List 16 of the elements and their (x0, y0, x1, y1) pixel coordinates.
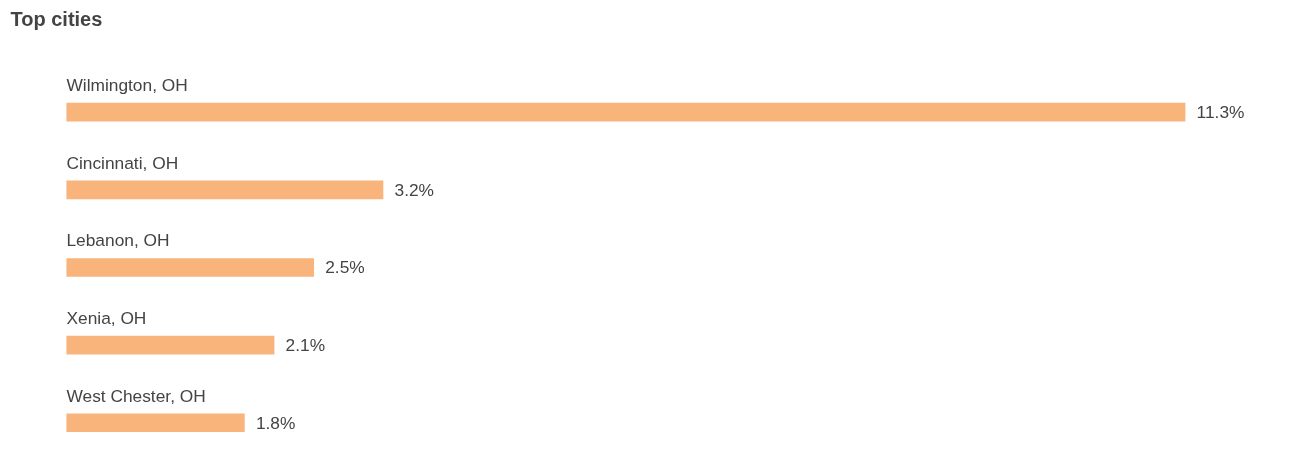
chart-title: Top cities (10, 7, 103, 30)
y-tick-label: West Chester, OH (66, 385, 206, 406)
data-label: 2.1% (285, 335, 326, 356)
bar (66, 413, 245, 433)
bar (66, 102, 1186, 122)
data-label: 1.8% (255, 412, 296, 433)
bar (66, 180, 384, 200)
bar (66, 258, 314, 277)
y-tick-label: Wilmington, OH (66, 75, 188, 96)
data-label: 11.3% (1196, 102, 1245, 123)
data-label: 2.5% (325, 257, 365, 278)
y-tick-label: Cincinnati, OH (66, 152, 179, 173)
y-tick-label: Lebanon, OH (66, 230, 170, 251)
y-tick-label: Xenia, OH (66, 308, 147, 329)
bar (66, 335, 275, 355)
data-label: 3.2% (394, 179, 435, 200)
